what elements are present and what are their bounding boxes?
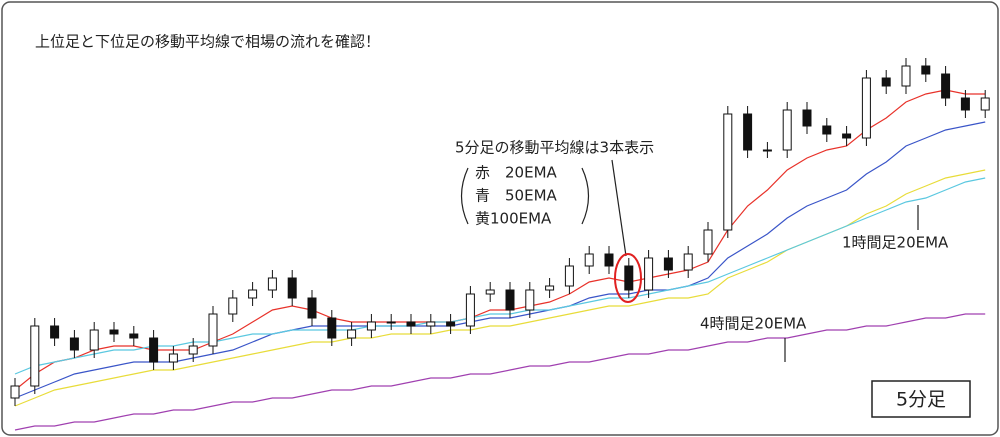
candle-body (426, 321, 436, 327)
candle-body (129, 333, 139, 339)
candle-body (30, 325, 40, 387)
candle-body (386, 321, 396, 324)
annotation: 5分足の移動平均線は3本表示 (455, 139, 654, 157)
candle-body (663, 257, 673, 271)
ema-line (14, 313, 986, 431)
candle-body (842, 133, 852, 139)
candle-body (347, 329, 357, 339)
chart-title: 上位足と下位足の移動平均線で相場の流れを確認！ (35, 33, 380, 51)
candle-body (683, 253, 693, 271)
candle-body (446, 321, 456, 327)
candle-body (901, 65, 911, 87)
timeframe: 5分足 (896, 389, 946, 411)
candles (10, 58, 990, 406)
candle-body (228, 297, 238, 315)
candle-body (921, 65, 931, 75)
candle-body (703, 229, 713, 255)
candle-body (327, 317, 337, 339)
legend-blue: 青 50EMA (475, 187, 558, 205)
pointer (611, 159, 627, 257)
label-4h: 4時間足20EMA (700, 315, 807, 333)
candle-body (109, 329, 119, 335)
candle-body (723, 113, 733, 231)
candle-body (366, 321, 376, 331)
highlight (614, 253, 642, 303)
candle-body (505, 289, 515, 311)
candle-body (941, 73, 951, 99)
candle-body (624, 265, 634, 291)
candle-body (525, 289, 535, 311)
candle-body (960, 97, 970, 111)
bracket-right (581, 167, 590, 225)
candle-body (248, 289, 258, 299)
candle-body (307, 297, 317, 319)
candle-body (604, 253, 614, 267)
candle-body (545, 285, 555, 291)
ema-line (14, 177, 986, 375)
candle-body (168, 353, 178, 363)
candle-body (743, 113, 753, 151)
ema-line (14, 89, 986, 391)
candle-body (881, 77, 891, 87)
candle-body (822, 125, 832, 135)
candle-body (485, 289, 495, 295)
candle-body (861, 77, 871, 139)
candle-body (584, 253, 594, 267)
legend-yellow: 黄100EMA (475, 210, 552, 228)
candle-body (465, 293, 475, 327)
bracket-left (460, 167, 469, 225)
candle-body (564, 265, 574, 287)
candle-body (980, 97, 990, 111)
candle-body (149, 337, 159, 363)
candle-body (208, 313, 218, 347)
candle-body (267, 277, 277, 291)
candle-body (10, 385, 20, 399)
candle-body (69, 337, 79, 351)
candle-body (762, 149, 772, 152)
timeframe-box (871, 380, 971, 418)
candle-body (50, 325, 60, 339)
candle-body (89, 329, 99, 351)
candle-body (782, 109, 792, 151)
label-1h: 1時間足20EMA (842, 234, 949, 252)
legend-red: 赤 20EMA (475, 164, 558, 182)
candle-body (287, 277, 297, 299)
candle-body (802, 109, 812, 127)
candle-body (406, 321, 416, 327)
candle-body (188, 345, 198, 355)
candle-body (644, 257, 654, 291)
